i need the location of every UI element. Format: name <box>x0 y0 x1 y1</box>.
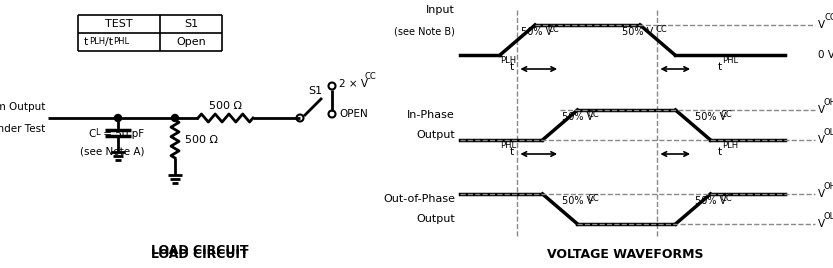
Text: 50% V: 50% V <box>521 27 553 37</box>
Text: V: V <box>818 135 826 145</box>
Text: t: t <box>718 62 722 72</box>
Text: S1: S1 <box>308 86 322 96</box>
Text: V: V <box>818 105 826 115</box>
Text: t: t <box>509 62 513 72</box>
Circle shape <box>172 114 178 121</box>
Text: V: V <box>818 219 826 229</box>
Text: (see Note A): (see Note A) <box>80 146 144 156</box>
Text: CC: CC <box>588 110 600 119</box>
Text: 50% V: 50% V <box>562 112 593 122</box>
Circle shape <box>114 114 122 121</box>
Text: Input: Input <box>426 5 455 15</box>
Text: t: t <box>84 37 88 47</box>
Text: PHL: PHL <box>722 56 738 65</box>
Text: 50% V: 50% V <box>562 196 593 206</box>
Text: In-Phase: In-Phase <box>407 110 455 120</box>
Text: CC: CC <box>547 25 559 34</box>
Text: /t: /t <box>105 37 113 47</box>
Text: (see Note B): (see Note B) <box>394 27 455 37</box>
Text: L: L <box>95 128 100 137</box>
Text: OL: OL <box>824 212 833 221</box>
Text: = 50 pF: = 50 pF <box>100 129 144 139</box>
Text: Output: Output <box>416 214 455 224</box>
Text: OH: OH <box>824 182 833 191</box>
Text: CC: CC <box>825 13 833 22</box>
Text: VOLTAGE WAVEFORMS: VOLTAGE WAVEFORMS <box>546 248 703 260</box>
Text: C: C <box>88 129 96 139</box>
Text: Under Test: Under Test <box>0 124 45 134</box>
Text: 500 Ω: 500 Ω <box>185 135 218 145</box>
Text: From Output: From Output <box>0 102 45 112</box>
Text: 50% V: 50% V <box>695 196 726 206</box>
Text: V: V <box>818 20 826 30</box>
Text: CC: CC <box>365 72 377 81</box>
Text: PHL: PHL <box>113 38 129 47</box>
Text: t: t <box>509 147 513 157</box>
Text: 50% V: 50% V <box>695 112 726 122</box>
Text: OL: OL <box>824 128 833 137</box>
Text: Out-of-Phase: Out-of-Phase <box>383 194 455 204</box>
Text: 2 × V: 2 × V <box>339 79 368 89</box>
Text: V: V <box>818 189 826 199</box>
Text: Open: Open <box>176 37 206 47</box>
Text: OH: OH <box>824 98 833 107</box>
Text: PLH: PLH <box>722 141 738 150</box>
Text: CC: CC <box>721 194 733 203</box>
Text: PHL: PHL <box>501 141 516 150</box>
Text: 50% V: 50% V <box>622 27 654 37</box>
Text: Output: Output <box>416 130 455 140</box>
Text: 500 Ω: 500 Ω <box>209 101 242 111</box>
Text: 0 V: 0 V <box>818 50 833 60</box>
Text: LOAD CIRCUIT: LOAD CIRCUIT <box>152 248 249 260</box>
Text: t: t <box>718 147 722 157</box>
Text: CC: CC <box>721 110 733 119</box>
Text: CC: CC <box>656 25 667 34</box>
Text: OPEN: OPEN <box>339 109 367 119</box>
Text: S1: S1 <box>184 19 198 29</box>
Text: TEST: TEST <box>105 19 132 29</box>
Text: LOAD CIRCUIT: LOAD CIRCUIT <box>152 244 249 256</box>
Text: PLH: PLH <box>89 38 105 47</box>
Text: PLH: PLH <box>501 56 516 65</box>
Text: CC: CC <box>588 194 600 203</box>
